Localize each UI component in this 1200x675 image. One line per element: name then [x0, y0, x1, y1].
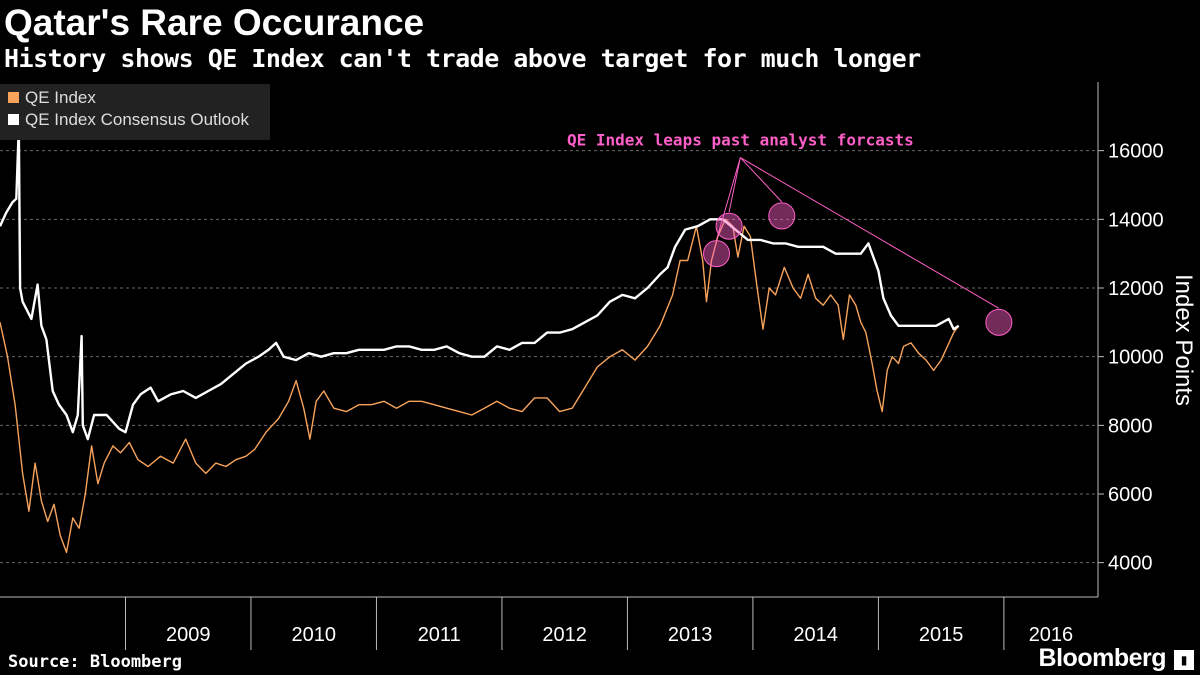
y-tick-label: 16000 [1108, 141, 1164, 163]
legend-entry: QE Index [25, 88, 96, 107]
y-tick-label: 6000 [1108, 484, 1153, 506]
x-tick-label: 2015 [919, 624, 964, 646]
x-tick-label: 2010 [291, 624, 336, 646]
brand-logo: Bloomberg [1038, 644, 1167, 672]
annotation-marker [768, 202, 796, 230]
x-tick-label: 2016 [1029, 624, 1074, 646]
series-line-qe-index [0, 218, 960, 554]
x-axis: 2009 2010 2011 2012 2013 2014 2015 2016 [0, 596, 1098, 650]
x-tick-label: 2009 [166, 624, 211, 646]
y-axis-label: Index Points [1170, 274, 1197, 406]
y-tick-label: 10000 [1108, 347, 1164, 369]
chart-subtitle: History shows QE Index can't trade above… [4, 44, 921, 73]
annotation-arrow [740, 157, 783, 203]
legend-swatch [8, 114, 19, 125]
legend-swatch [8, 92, 19, 103]
y-axis: 4000 6000 8000 10000 12000 14000 16000 [1097, 82, 1164, 597]
annotations: QE Index leaps past analyst forcasts [567, 131, 1013, 336]
annotation-arrow [716, 157, 741, 240]
y-tick-label: 4000 [1108, 553, 1153, 575]
x-tick-label: 2012 [542, 624, 587, 646]
x-tick-label: 2013 [668, 624, 713, 646]
grid-lines [0, 150, 1098, 564]
x-tick-label: 2014 [793, 624, 838, 646]
annotation-arrow [740, 157, 1000, 309]
y-tick-label: 8000 [1108, 415, 1153, 437]
source-note: Source: Bloomberg [8, 652, 182, 672]
legend-entry: QE Index Consensus Outlook [25, 110, 249, 129]
annotation-label: QE Index leaps past analyst forcasts [567, 131, 914, 150]
legend: QE Index QE Index Consensus Outlook [0, 84, 270, 140]
annotation-marker [715, 212, 743, 240]
series-line-consensus [0, 125, 960, 441]
x-tick-label: 2011 [418, 624, 461, 646]
series-lines [0, 125, 960, 554]
annotation-arrow [728, 157, 741, 213]
legend-box [0, 84, 270, 140]
chart-title: Qatar's Rare Occurance [4, 2, 425, 43]
bloomberg-terminal-icon: ▮ [1174, 650, 1194, 670]
y-tick-label: 12000 [1108, 278, 1164, 300]
annotation-marker [703, 240, 731, 268]
y-tick-label: 14000 [1108, 209, 1164, 231]
annotation-marker [985, 308, 1013, 336]
